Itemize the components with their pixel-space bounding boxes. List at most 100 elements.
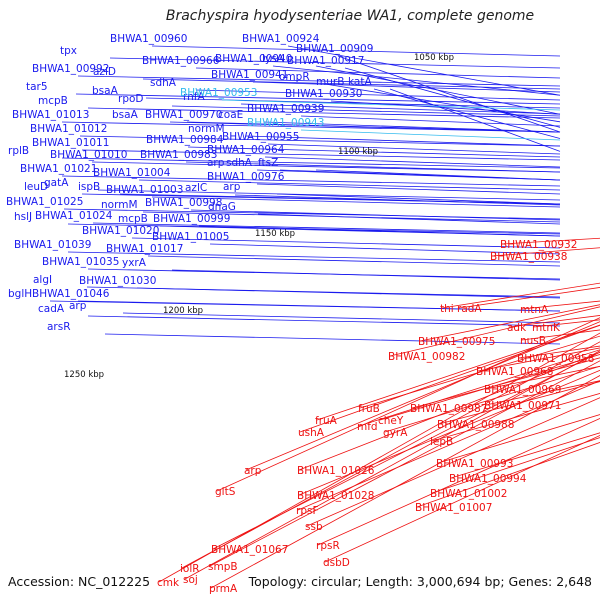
gene-label-forward[interactable]: rpoD bbox=[118, 93, 144, 105]
gene-label-forward[interactable]: yxrA bbox=[122, 257, 147, 269]
gene-label-reverse[interactable]: BHWA1_00932 bbox=[500, 239, 577, 251]
gene-label-reverse[interactable]: arp bbox=[244, 465, 262, 477]
gene-label-forward[interactable]: ispB bbox=[78, 181, 100, 193]
gene-label-reverse[interactable]: gyrA bbox=[383, 427, 408, 439]
gene-label-forward[interactable]: BHWA1_01013 bbox=[12, 109, 89, 121]
gene-label-reverse[interactable]: cheY bbox=[378, 415, 404, 427]
gene-label-forward[interactable]: BHWA1_00909 bbox=[296, 43, 373, 55]
gene-label-forward[interactable]: BHWA1_00966 bbox=[142, 55, 220, 67]
gene-label-forward[interactable]: ompR bbox=[279, 71, 310, 83]
gene-label-forward[interactable]: tar5 bbox=[26, 81, 48, 93]
gene-label-forward[interactable]: BHWA1_00924 bbox=[242, 33, 320, 45]
gene-label-reverse[interactable]: rpsR bbox=[316, 540, 340, 552]
gene-label-forward[interactable]: sdhA bbox=[150, 77, 177, 89]
gene-label-forward[interactable]: rnfA bbox=[183, 91, 205, 103]
gene-label-forward[interactable]: BHWA1_00983 bbox=[140, 149, 217, 161]
gene-label-forward[interactable]: BHWA1_01035 bbox=[42, 256, 119, 268]
gene-label-forward[interactable]: tpx bbox=[60, 45, 77, 57]
gene-label-forward[interactable]: BHWA1_00917 bbox=[287, 55, 364, 67]
gene-label-reverse[interactable]: BHWA1_00969 bbox=[484, 384, 561, 396]
gene-label-reverse[interactable]: nusB bbox=[520, 335, 546, 347]
gene-label-forward[interactable]: BHWA1_01021 bbox=[20, 163, 97, 175]
gene-label-reverse[interactable]: BHWA1_00968 bbox=[476, 366, 553, 378]
gene-label-forward[interactable]: BHWA1_01012 bbox=[30, 123, 107, 135]
gene-label-forward[interactable]: ftsZ bbox=[258, 157, 278, 169]
gene-label-forward[interactable]: BHWA1_01024 bbox=[35, 210, 113, 222]
gene-label-forward[interactable]: cadA bbox=[38, 303, 65, 315]
gene-label-forward[interactable]: BHWA1_00976 bbox=[207, 171, 285, 183]
gene-label-reverse[interactable]: fruA bbox=[315, 415, 338, 427]
gene-label-forward[interactable]: coaE bbox=[218, 109, 243, 121]
gene-label-reverse[interactable]: BHWA1_01002 bbox=[430, 488, 507, 500]
gene-label-forward[interactable]: BHWA1_00941 bbox=[211, 69, 288, 81]
gene-label-reverse[interactable]: BHWA1_00993 bbox=[436, 458, 513, 470]
gene-label-reverse[interactable]: BHWA1_00988 bbox=[437, 419, 514, 431]
gene-label-reverse[interactable]: mtnA bbox=[520, 304, 549, 316]
gene-label-reverse[interactable]: BHWA1_00958 bbox=[517, 353, 594, 365]
gene-label-reverse[interactable]: BHWA1_00994 bbox=[449, 473, 527, 485]
gene-label-forward[interactable]: BHWA1_00998 bbox=[145, 197, 222, 209]
gene-label-forward[interactable]: normM bbox=[101, 199, 138, 211]
gene-label-forward[interactable]: arp bbox=[207, 157, 225, 169]
gene-label-forward[interactable]: mcpB bbox=[118, 213, 148, 225]
gene-label-forward[interactable]: normM bbox=[188, 123, 225, 135]
gene-label-forward[interactable]: azlD bbox=[93, 66, 116, 78]
gene-label-reverse[interactable]: fruB bbox=[358, 403, 380, 415]
gene-label-forward[interactable]: lysA bbox=[262, 53, 285, 65]
gene-label-forward[interactable]: BHWA1_00953 bbox=[180, 87, 257, 99]
gene-label-reverse[interactable]: BHWA1_00975 bbox=[418, 336, 495, 348]
gene-label-forward[interactable]: BHWA1_00992 bbox=[32, 63, 109, 75]
gene-label-forward[interactable]: BHWA1_01039 bbox=[14, 239, 91, 251]
gene-label-forward[interactable]: BHWA1_00940 bbox=[215, 53, 292, 65]
gene-label-forward[interactable]: BHWA1_01011 bbox=[32, 137, 109, 149]
gene-label-forward[interactable]: BHWA1_01004 bbox=[93, 167, 171, 179]
gene-label-forward[interactable]: hslJ bbox=[14, 211, 32, 223]
gene-label-forward[interactable]: rplB bbox=[8, 145, 29, 157]
gene-label-forward[interactable]: leuD bbox=[24, 181, 48, 193]
gene-label-forward[interactable]: BHWA1_00984 bbox=[146, 134, 224, 146]
gene-label-reverse[interactable]: lepB bbox=[430, 436, 453, 448]
gene-label-reverse[interactable]: dsbD bbox=[323, 557, 350, 569]
gene-label-forward[interactable]: arp bbox=[69, 300, 87, 312]
gene-label-reverse[interactable]: radA bbox=[457, 303, 482, 315]
gene-label-forward[interactable]: BHWA1_01046 bbox=[32, 288, 110, 300]
gene-label-reverse[interactable]: prmA bbox=[209, 583, 238, 595]
gene-label-reverse[interactable]: BHWA1_00987 bbox=[410, 403, 487, 415]
gene-label-forward[interactable]: BHWA1_01030 bbox=[79, 275, 156, 287]
gene-label-forward[interactable]: BHWA1_00943 bbox=[247, 117, 324, 129]
gene-label-reverse[interactable]: ssb bbox=[305, 521, 323, 533]
gene-label-forward[interactable]: BHWA1_01025 bbox=[6, 196, 83, 208]
gene-label-reverse[interactable]: BHWA1_01007 bbox=[415, 502, 492, 514]
gene-label-forward[interactable]: gatA bbox=[44, 177, 69, 189]
gene-label-reverse[interactable]: smpB bbox=[208, 561, 238, 573]
gene-label-reverse[interactable]: gltS bbox=[215, 486, 236, 498]
gene-label-forward[interactable]: mcpB bbox=[38, 95, 68, 107]
gene-label-forward[interactable]: murB bbox=[316, 76, 344, 88]
gene-label-forward[interactable]: bsaA bbox=[92, 85, 119, 97]
gene-label-reverse[interactable]: rpsF bbox=[296, 505, 319, 517]
gene-label-forward[interactable]: bsaA bbox=[112, 109, 139, 121]
gene-label-reverse[interactable]: thi bbox=[440, 303, 454, 315]
gene-label-forward[interactable]: BHWA1_00930 bbox=[285, 88, 362, 100]
gene-label-forward[interactable]: sdhA bbox=[226, 157, 253, 169]
gene-label-reverse[interactable]: adk bbox=[507, 322, 527, 334]
gene-label-reverse[interactable]: iolR bbox=[180, 563, 200, 575]
gene-label-reverse[interactable]: BHWA1_01067 bbox=[211, 544, 288, 556]
gene-label-forward[interactable]: BHWA1_00939 bbox=[247, 103, 324, 115]
gene-label-reverse[interactable]: ushA bbox=[298, 427, 325, 439]
gene-label-forward[interactable]: arp bbox=[223, 181, 241, 193]
gene-label-forward[interactable]: BHWA1_01010 bbox=[50, 149, 127, 161]
gene-label-forward[interactable]: BHWA1_01003 bbox=[106, 184, 183, 196]
gene-label-reverse[interactable]: BHWA1_01026 bbox=[297, 465, 375, 477]
gene-label-forward[interactable]: arsR bbox=[47, 321, 71, 333]
gene-label-forward[interactable]: BHWA1_00999 bbox=[153, 213, 230, 225]
gene-label-forward[interactable]: BHWA1_00964 bbox=[207, 144, 285, 156]
gene-label-forward[interactable]: BHWA1_00960 bbox=[110, 33, 187, 45]
gene-label-reverse[interactable]: BHWA1_01028 bbox=[297, 490, 374, 502]
gene-label-forward[interactable]: BHWA1_00955 bbox=[222, 131, 299, 143]
gene-label-forward[interactable]: BHWA1_00970 bbox=[145, 109, 222, 121]
gene-label-forward[interactable]: dnaG bbox=[208, 201, 236, 213]
gene-label-reverse[interactable]: mfd bbox=[357, 421, 378, 433]
gene-label-reverse[interactable]: BHWA1_00971 bbox=[484, 400, 561, 412]
gene-label-forward[interactable]: BHWA1_01020 bbox=[82, 225, 159, 237]
